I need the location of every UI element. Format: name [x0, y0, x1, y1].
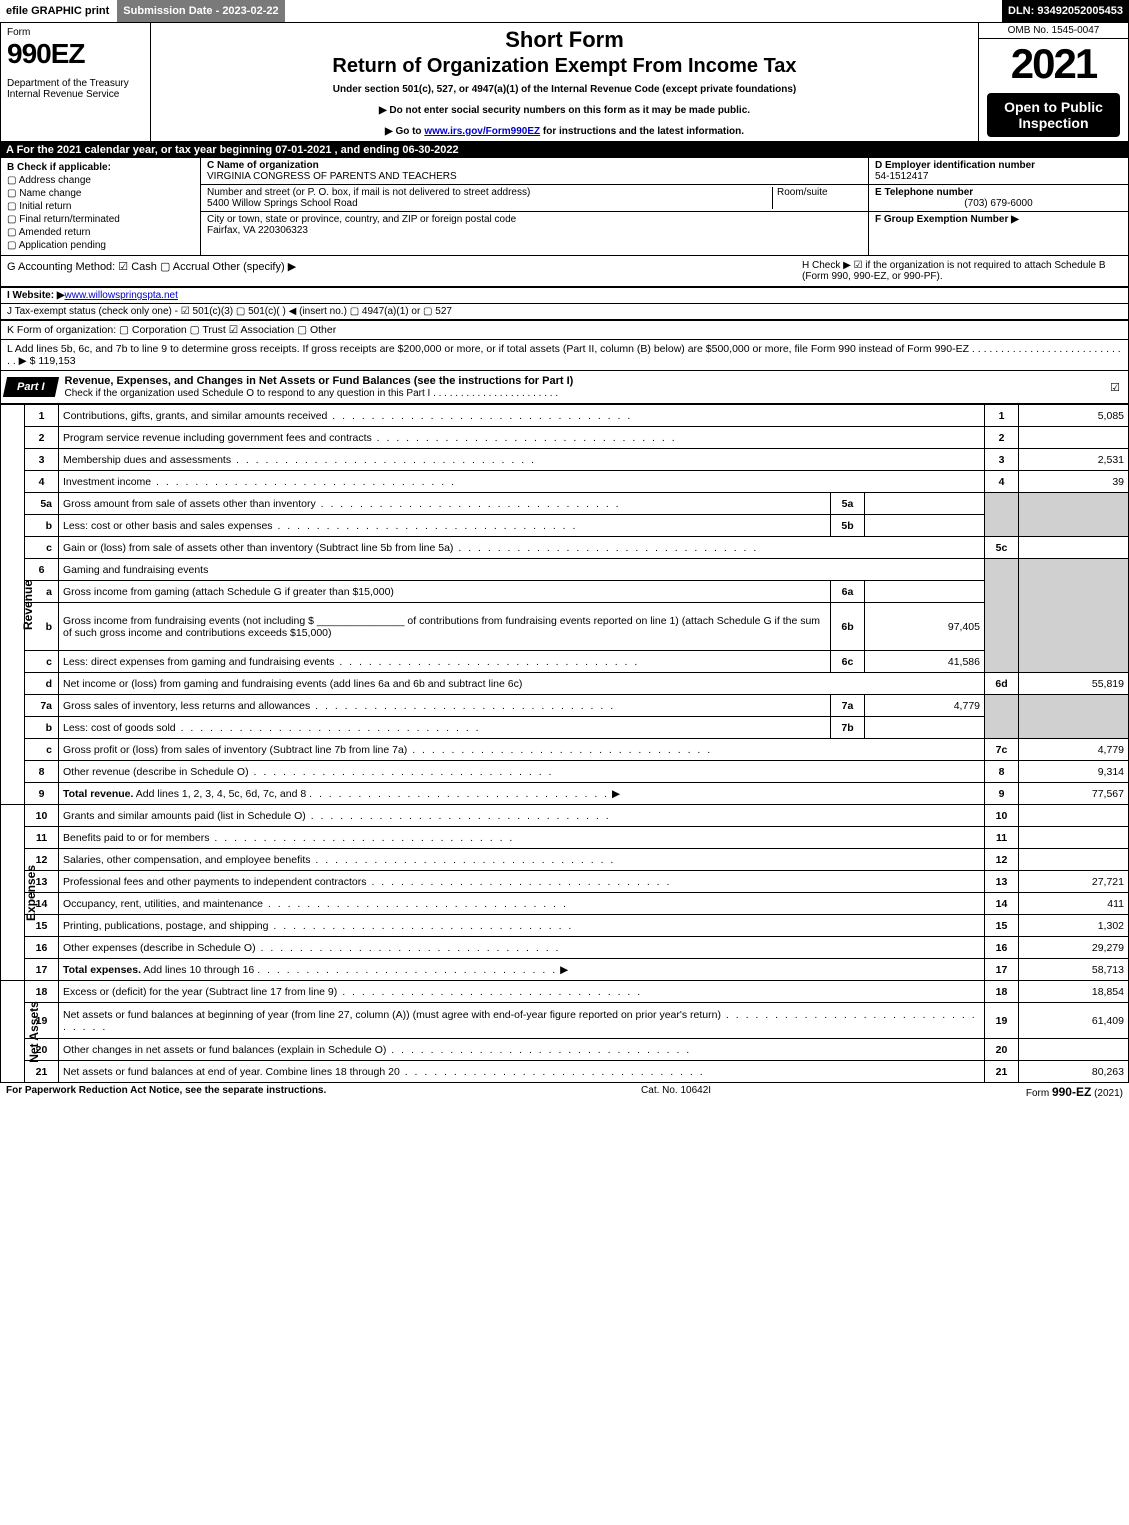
line-1-rnum: 1	[985, 405, 1019, 427]
chk-name-change[interactable]: ▢ Name change	[7, 188, 194, 199]
section-i: I Website: ▶www.willowspringspta.net	[0, 287, 1129, 303]
irs-link[interactable]: www.irs.gov/Form990EZ	[424, 126, 540, 137]
part-1-title: Revenue, Expenses, and Changes in Net As…	[57, 371, 1111, 403]
arrow-note-1: ▶ Do not enter social security numbers o…	[159, 105, 970, 116]
section-j: J Tax-exempt status (check only one) - ☑…	[0, 303, 1129, 319]
d-lbl: D Employer identification number	[875, 160, 1035, 171]
g-accounting: G Accounting Method: ☑ Cash ▢ Accrual Ot…	[7, 260, 802, 282]
org-address: 5400 Willow Springs School Road	[207, 198, 358, 209]
chk-amended-return[interactable]: ▢ Amended return	[7, 227, 194, 238]
h-check: H Check ▶ ☑ if the organization is not r…	[802, 260, 1122, 282]
open-to-public: Open to Public Inspection	[987, 93, 1120, 137]
footer-right: Form 990-EZ (2021)	[1026, 1085, 1123, 1099]
arrow2-post: for instructions and the latest informat…	[540, 126, 744, 137]
row-a: A For the 2021 calendar year, or tax yea…	[0, 142, 1129, 158]
telephone: (703) 679-6000	[875, 198, 1122, 209]
b-label: B Check if applicable:	[7, 162, 111, 173]
f-lbl: F Group Exemption Number ▶	[875, 214, 1019, 225]
col-def: D Employer identification number 54-1512…	[868, 158, 1128, 255]
c-addr-lbl: Number and street (or P. O. box, if mail…	[207, 187, 530, 198]
c-name-lbl: C Name of organization	[207, 160, 319, 171]
under-section: Under section 501(c), 527, or 4947(a)(1)…	[159, 84, 970, 95]
line-1-amt: 5,085	[1019, 405, 1129, 427]
part-1-sub: Check if the organization used Schedule …	[65, 388, 559, 399]
chk-address-change[interactable]: ▢ Address change	[7, 175, 194, 186]
arrow-note-2: ▶ Go to www.irs.gov/Form990EZ for instru…	[159, 126, 970, 137]
section-k: K Form of organization: ▢ Corporation ▢ …	[0, 319, 1129, 339]
c-city-lbl: City or town, state or province, country…	[207, 214, 516, 225]
chk-initial-return[interactable]: ▢ Initial return	[7, 201, 194, 212]
chk-application-pending[interactable]: ▢ Application pending	[7, 240, 194, 251]
footer-mid: Cat. No. 10642I	[641, 1085, 711, 1099]
return-title: Return of Organization Exempt From Incom…	[159, 55, 970, 78]
chk-final-return[interactable]: ▢ Final return/terminated	[7, 214, 194, 225]
dln: DLN: 93492052005453	[1002, 0, 1129, 22]
line-1-num: 1	[25, 405, 59, 427]
section-l: L Add lines 5b, 6c, and 7b to line 9 to …	[0, 339, 1129, 371]
org-city: Fairfax, VA 220306323	[207, 225, 308, 236]
col-b: B Check if applicable: ▢ Address change …	[1, 158, 201, 255]
i-pre: I Website: ▶	[7, 290, 65, 301]
col-c: C Name of organization VIRGINIA CONGRESS…	[201, 158, 868, 255]
line-1-desc: Contributions, gifts, grants, and simila…	[59, 405, 985, 427]
omb-number: OMB No. 1545-0047	[979, 23, 1128, 39]
short-form-title: Short Form	[159, 27, 970, 53]
tax-year: 2021	[979, 39, 1128, 89]
dept-label: Department of the Treasury Internal Reve…	[7, 78, 144, 100]
part-1-header: Part I Revenue, Expenses, and Changes in…	[0, 371, 1129, 404]
footer: For Paperwork Reduction Act Notice, see …	[0, 1083, 1129, 1101]
revenue-vlabel: Revenue	[1, 405, 25, 805]
website-link[interactable]: www.willowspringspta.net	[65, 290, 178, 301]
header-right: OMB No. 1545-0047 2021 Open to Public In…	[978, 23, 1128, 141]
org-name: VIRGINIA CONGRESS OF PARENTS AND TEACHER…	[207, 171, 457, 182]
top-bar: efile GRAPHIC print Submission Date - 20…	[0, 0, 1129, 22]
part-1-check[interactable]: ☑	[1110, 381, 1128, 394]
e-lbl: E Telephone number	[875, 187, 973, 198]
form-header: Form 990EZ Department of the Treasury In…	[0, 22, 1129, 142]
footer-left: For Paperwork Reduction Act Notice, see …	[6, 1085, 326, 1099]
efile-label: efile GRAPHIC print	[0, 0, 117, 22]
section-g-h: G Accounting Method: ☑ Cash ▢ Accrual Ot…	[0, 256, 1129, 287]
arrow2-pre: ▶ Go to	[385, 126, 424, 137]
lines-table: Revenue 1 Contributions, gifts, grants, …	[0, 404, 1129, 1083]
spacer	[287, 0, 1002, 22]
ein: 54-1512417	[875, 171, 928, 182]
form-number: 990EZ	[7, 38, 144, 70]
header-mid: Short Form Return of Organization Exempt…	[151, 23, 978, 141]
netassets-vlabel: Net Assets	[1, 981, 25, 1083]
room-suite-lbl: Room/suite	[772, 187, 862, 209]
form-label: Form	[7, 27, 144, 38]
submission-date: Submission Date - 2023-02-22	[117, 0, 286, 22]
header-left: Form 990EZ Department of the Treasury In…	[1, 23, 151, 141]
part-1-tab: Part I	[3, 377, 59, 397]
section-b-c-def: B Check if applicable: ▢ Address change …	[0, 158, 1129, 256]
expenses-vlabel: Expenses	[1, 805, 25, 981]
